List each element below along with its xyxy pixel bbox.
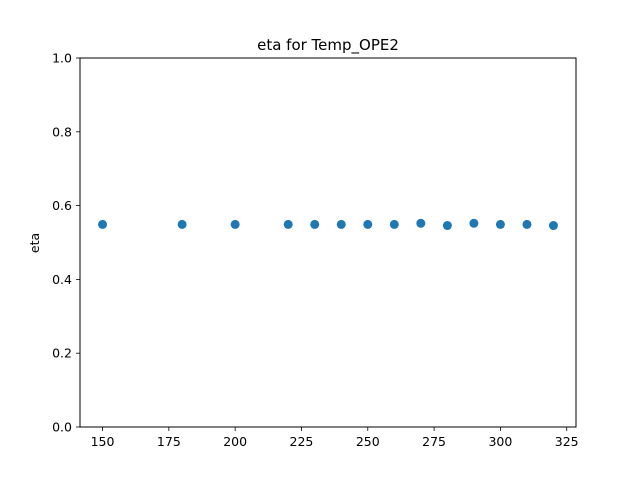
x-tick-label: 225 bbox=[290, 434, 314, 449]
x-tick-label: 275 bbox=[422, 434, 446, 449]
data-point bbox=[548, 221, 558, 231]
data-point bbox=[230, 219, 240, 229]
data-point bbox=[495, 219, 505, 229]
x-axis: 150 175 200 225 250 275 300 325 bbox=[91, 427, 579, 449]
x-tick-label: 175 bbox=[157, 434, 181, 449]
y-axis: 0.0 0.2 0.4 0.6 0.8 1.0 bbox=[52, 51, 80, 435]
data-point bbox=[310, 219, 320, 229]
data-point bbox=[469, 218, 479, 228]
y-tick-label: 1.0 bbox=[52, 51, 72, 66]
y-tick-label: 0.4 bbox=[52, 272, 72, 287]
x-tick-label: 300 bbox=[488, 434, 512, 449]
y-axis-label: eta bbox=[27, 233, 42, 253]
x-tick-label: 250 bbox=[356, 434, 380, 449]
data-point bbox=[98, 219, 108, 229]
y-tick-label: 0.8 bbox=[52, 124, 72, 139]
data-point bbox=[442, 221, 452, 231]
x-tick-label: 200 bbox=[223, 434, 247, 449]
y-tick-label: 0.6 bbox=[52, 198, 72, 213]
data-points bbox=[98, 218, 558, 231]
data-point bbox=[283, 219, 293, 229]
y-tick-label: 0.0 bbox=[52, 420, 72, 435]
data-point bbox=[416, 218, 426, 228]
data-point bbox=[389, 219, 399, 229]
y-tick-label: 0.2 bbox=[52, 346, 72, 361]
x-tick-label: 150 bbox=[91, 434, 115, 449]
data-point bbox=[363, 219, 373, 229]
plot-frame bbox=[79, 57, 577, 428]
data-point bbox=[177, 219, 187, 229]
data-point bbox=[522, 219, 532, 229]
x-tick-label: 325 bbox=[555, 434, 579, 449]
data-point bbox=[336, 219, 346, 229]
chart-title: eta for Temp_OPE2 bbox=[257, 36, 399, 55]
